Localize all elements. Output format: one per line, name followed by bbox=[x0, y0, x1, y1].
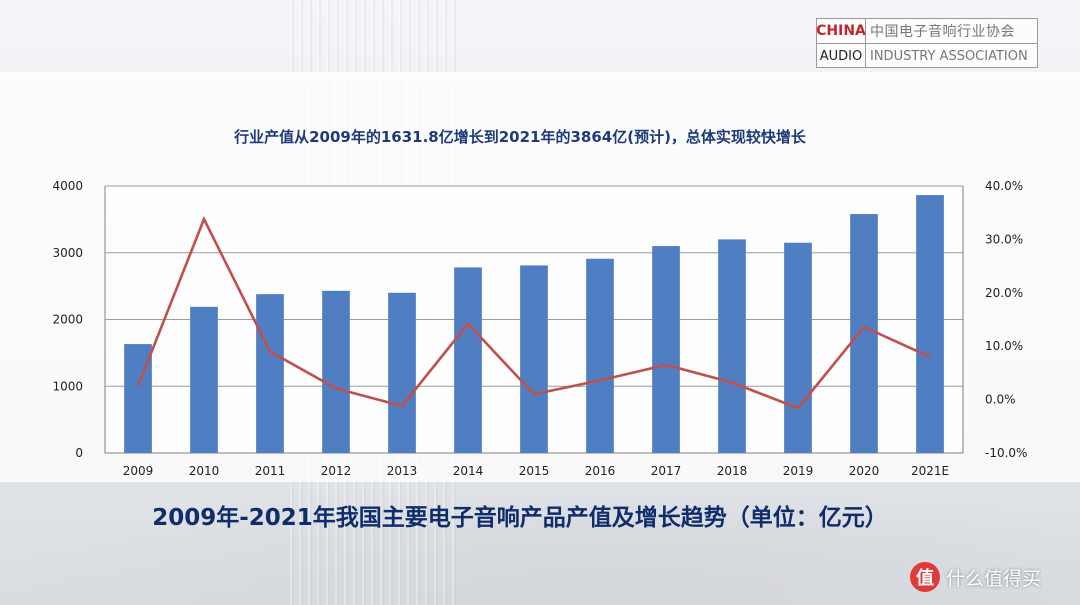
chart-caption: 2009年-2021年我国主要电子音响产品产值及增长趋势（单位：亿元） bbox=[152, 505, 888, 531]
y-right-tick-label: 40.0% bbox=[985, 179, 1023, 193]
x-tick-label: 2018 bbox=[717, 464, 748, 478]
bar bbox=[520, 265, 548, 453]
watermark: 值 什么值得买 bbox=[910, 560, 1041, 594]
bar bbox=[190, 306, 218, 453]
x-tick-label: 2017 bbox=[651, 464, 682, 478]
growth-line bbox=[136, 215, 931, 410]
association-logo: CHINA 中国电子音响行业协会 AUDIO INDUSTRY ASSOCIAT… bbox=[816, 18, 1038, 68]
bar bbox=[454, 267, 482, 453]
bar bbox=[784, 242, 812, 453]
logo-row-top: CHINA 中国电子音响行业协会 bbox=[816, 19, 1037, 43]
y-right-tick-label: 20.0% bbox=[985, 286, 1023, 300]
x-tick-label: 2012 bbox=[321, 464, 352, 478]
bar bbox=[850, 214, 878, 453]
logo-cn-name: 中国电子音响行业协会 bbox=[870, 24, 1015, 40]
y-left-tick-label: 2000 bbox=[52, 313, 83, 327]
y-left-tick-label: 3000 bbox=[52, 246, 83, 260]
x-tick-label: 2019 bbox=[783, 464, 814, 478]
x-tick-label: 2013 bbox=[387, 464, 418, 478]
x-tick-label: 2016 bbox=[585, 464, 616, 478]
bar bbox=[388, 292, 416, 453]
x-tick-label: 2009 bbox=[123, 464, 154, 478]
x-tick-label: 2015 bbox=[519, 464, 550, 478]
bar bbox=[916, 195, 944, 453]
logo-china: CHINA bbox=[816, 19, 866, 43]
y-left-tick-label: 0 bbox=[75, 446, 83, 460]
bar bbox=[322, 290, 350, 453]
x-tick-label: 2010 bbox=[189, 464, 220, 478]
y-right-tick-label: -10.0% bbox=[985, 446, 1027, 460]
bar bbox=[718, 239, 746, 453]
x-tick-label: 2011 bbox=[255, 464, 286, 478]
watermark-logo-icon: 值 bbox=[910, 562, 940, 592]
logo-en-name: INDUSTRY ASSOCIATION bbox=[870, 48, 1028, 64]
chart-subtitle: 行业产值从2009年的1631.8亿增长到2021年的3864亿(预计)，总体实… bbox=[234, 128, 806, 146]
y-right-tick-label: 0.0% bbox=[985, 393, 1016, 407]
x-tick-label: 2021E bbox=[911, 464, 949, 478]
bar bbox=[586, 258, 614, 453]
y-left-tick-label: 4000 bbox=[52, 179, 83, 193]
logo-row-bottom: AUDIO INDUSTRY ASSOCIATION bbox=[817, 43, 1037, 68]
bar bbox=[256, 294, 284, 453]
logo-audio: AUDIO bbox=[817, 44, 866, 68]
bar bbox=[652, 246, 680, 453]
x-tick-label: 2014 bbox=[453, 464, 484, 478]
y-right-tick-label: 10.0% bbox=[985, 339, 1023, 353]
y-left-tick-label: 1000 bbox=[52, 379, 83, 393]
watermark-text: 什么值得买 bbox=[946, 567, 1042, 590]
x-tick-label: 2020 bbox=[849, 464, 880, 478]
y-right-tick-label: 30.0% bbox=[985, 232, 1023, 246]
